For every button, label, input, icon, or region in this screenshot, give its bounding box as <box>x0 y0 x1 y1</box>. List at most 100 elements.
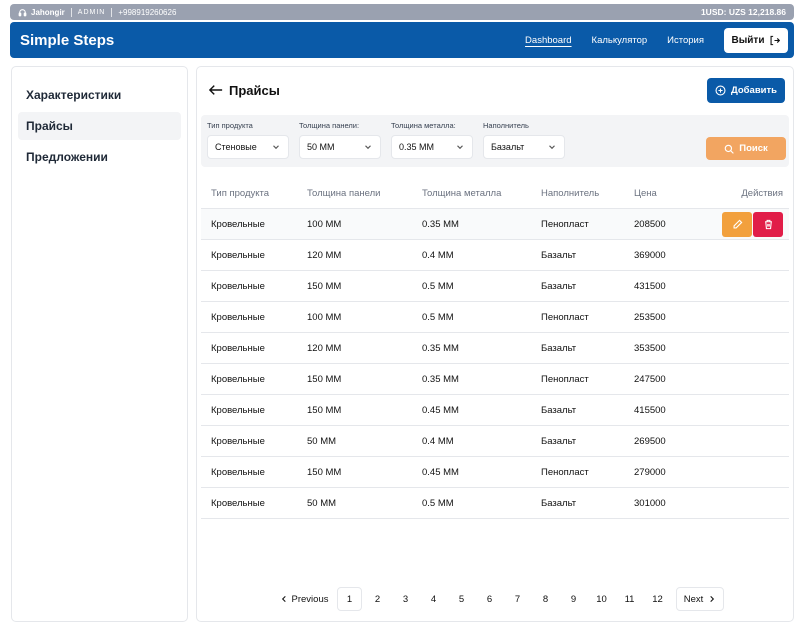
cell-metal-thickness: 0.45 MM <box>422 404 459 416</box>
chevron-left-icon <box>281 595 286 603</box>
cell-product-type: Кровельные <box>211 404 265 416</box>
cell-product-type: Кровельные <box>211 435 265 447</box>
table-row: Кровельные 150 MM 0.35 MM Пенопласт 247500 <box>201 364 789 395</box>
prices-table: Тип продукта Толщина панели Толщина мета… <box>201 179 789 519</box>
chevron-down-icon <box>457 145 463 150</box>
select-value: Базальт <box>491 142 525 152</box>
cell-price: 247500 <box>634 373 666 385</box>
cell-panel-thickness: 150 MM <box>307 373 342 385</box>
select-value: 0.35 MM <box>399 142 435 152</box>
logout-button[interactable]: Выйти <box>724 27 788 53</box>
cell-panel-thickness: 50 MM <box>307 497 337 509</box>
page-title: Прайсы <box>229 82 280 98</box>
cell-product-type: Кровельные <box>211 373 265 385</box>
table-body: Кровельные 100 MM 0.35 MM Пенопласт 208500 Кр… <box>201 209 789 519</box>
trash-icon <box>764 219 772 229</box>
sidebar-item-offers[interactable]: Предложении <box>26 150 108 164</box>
filter-metal-thickness: Толщина металла: 0.35 MM <box>391 121 473 159</box>
cell-panel-thickness: 150 MM <box>307 466 342 478</box>
cell-price: 269500 <box>634 435 666 447</box>
sidebar-item-characteristics[interactable]: Характеристики <box>26 88 122 102</box>
cell-actions <box>704 211 789 237</box>
logout-label: Выйти <box>731 34 765 46</box>
cell-price: 208500 <box>634 218 666 230</box>
nav-calculator[interactable]: Калькулятор <box>591 34 648 46</box>
page-number-button[interactable]: 3 <box>402 593 409 605</box>
cell-filler: Базальт <box>541 404 577 416</box>
filter-label: Тип продукта <box>207 121 253 130</box>
cell-panel-thickness: 100 MM <box>307 218 342 230</box>
cell-product-type: Кровельные <box>211 497 265 509</box>
page-number-button[interactable]: 9 <box>570 593 577 605</box>
column-header: Цена <box>634 188 657 199</box>
add-button[interactable]: Добавить <box>707 77 785 103</box>
cell-price: 353500 <box>634 342 666 354</box>
page-number-button[interactable]: 4 <box>430 593 437 605</box>
cell-panel-thickness: 150 MM <box>307 404 342 416</box>
page-number-button[interactable]: 2 <box>374 593 381 605</box>
pencil-icon <box>733 219 742 228</box>
table-row: Кровельные 120 MM 0.4 MM Базальт 369000 <box>201 240 789 271</box>
nav-dashboard[interactable]: Dashboard <box>525 34 572 46</box>
filter-panel-thickness: Толщина панели: 50 MM <box>299 121 381 159</box>
headset-icon <box>18 8 27 16</box>
page-number-button[interactable]: 8 <box>542 593 549 605</box>
select-value: 50 MM <box>307 142 335 152</box>
filter-label: Наполнитель <box>483 121 529 130</box>
cell-price: 301000 <box>634 497 666 509</box>
column-header: Тип продукта <box>211 188 270 199</box>
next-label: Next <box>683 593 704 605</box>
chevron-down-icon <box>365 145 371 150</box>
product-type-select[interactable]: Стеновые <box>207 135 289 159</box>
page-number-button[interactable]: 7 <box>514 593 521 605</box>
filler-select[interactable]: Базальт <box>483 135 565 159</box>
brand-logo[interactable]: Simple Steps <box>20 31 115 49</box>
nav-history[interactable]: История <box>667 34 704 46</box>
metal-thickness-select[interactable]: 0.35 MM <box>391 135 473 159</box>
cell-filler: Базальт <box>541 280 577 292</box>
previous-page-button[interactable]: Previous <box>273 587 335 611</box>
edit-button[interactable] <box>722 211 752 237</box>
page-number-button[interactable]: 12 <box>652 593 663 605</box>
sidebar-item-prices[interactable]: Прайсы <box>18 112 181 140</box>
filter-product-type: Тип продукта Стеновые <box>207 121 289 159</box>
cell-product-type: Кровельные <box>211 249 265 261</box>
main-navbar: Simple Steps Dashboard Калькулятор Истор… <box>10 22 794 58</box>
page-number-button[interactable]: 5 <box>458 593 465 605</box>
back-arrow-icon[interactable] <box>209 84 223 96</box>
cell-panel-thickness: 120 MM <box>307 249 342 261</box>
exchange-rate: 1USD: UZS 12,218.86 <box>700 7 786 17</box>
add-button-label: Добавить <box>730 84 777 96</box>
cell-metal-thickness: 0.5 MM <box>422 497 454 509</box>
top-info-bar: Jahongir ADMIN +998919260626 1USD: UZS 1… <box>10 4 794 20</box>
cell-metal-thickness: 0.5 MM <box>422 280 454 292</box>
page-numbers: 1 2 3 4 5 6 7 8 9 10 11 12 <box>337 587 673 611</box>
panel-thickness-select[interactable]: 50 MM <box>299 135 381 159</box>
table-row: Кровельные 150 MM 0.45 MM Пенопласт 279000 <box>201 457 789 488</box>
nav-links: Dashboard Калькулятор История <box>525 35 704 46</box>
page-number-button[interactable]: 10 <box>596 593 607 605</box>
table-row: Кровельные 50 MM 0.5 MM Базальт 301000 <box>201 488 789 519</box>
next-page-button[interactable]: Next <box>676 587 724 611</box>
page-number-button[interactable]: 11 <box>624 593 635 605</box>
cell-product-type: Кровельные <box>211 280 265 292</box>
page-number-button[interactable]: 1 <box>337 587 362 611</box>
cell-price: 253500 <box>634 311 666 323</box>
cell-filler: Базальт <box>541 435 577 447</box>
chevron-right-icon <box>710 595 715 603</box>
cell-panel-thickness: 120 MM <box>307 342 342 354</box>
cell-filler: Базальт <box>541 249 577 261</box>
page-header: Прайсы Добавить <box>209 77 785 103</box>
cell-metal-thickness: 0.35 MM <box>422 342 459 354</box>
search-button[interactable]: Поиск <box>706 137 786 160</box>
cell-metal-thickness: 0.35 MM <box>422 218 459 230</box>
filter-filler: Наполнитель Базальт <box>483 121 565 159</box>
cell-price: 369000 <box>634 249 666 261</box>
cell-product-type: Кровельные <box>211 311 265 323</box>
filter-bar: Тип продукта Стеновые Толщина панели: 50… <box>201 115 789 167</box>
filter-label: Толщина панели: <box>299 121 360 130</box>
previous-label: Previous <box>291 593 329 605</box>
column-header: Толщина панели <box>307 188 381 199</box>
page-number-button[interactable]: 6 <box>486 593 493 605</box>
delete-button[interactable] <box>753 211 783 237</box>
